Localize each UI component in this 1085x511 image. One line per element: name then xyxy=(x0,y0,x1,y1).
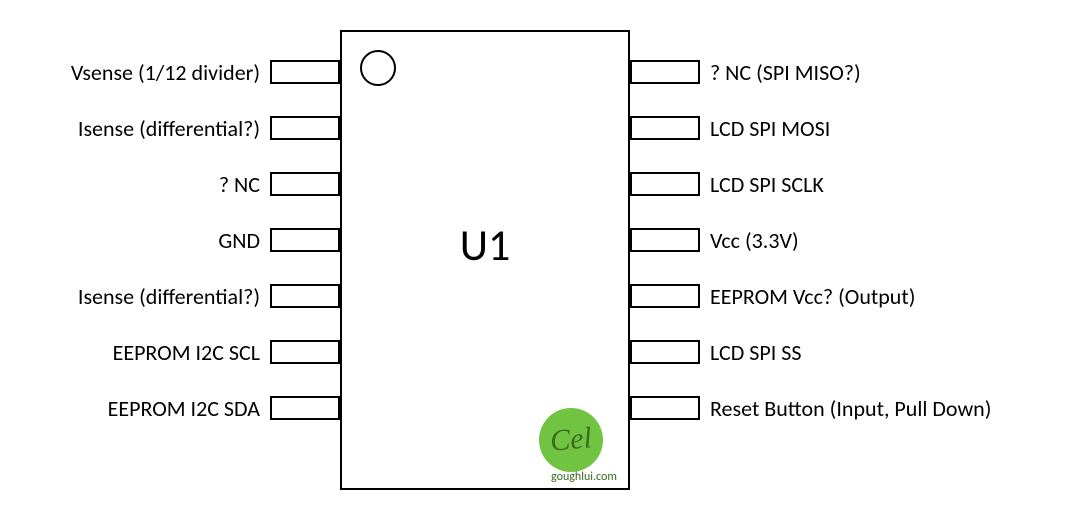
pin-right-5-label: EEPROM Vcc? (Output) xyxy=(710,283,915,310)
pin-right-7 xyxy=(630,396,700,420)
pin-left-7 xyxy=(270,396,340,420)
pin-left-1-label: Vsense (1/12 divider) xyxy=(71,59,260,86)
pin-left-5-label: Isense (differential?) xyxy=(78,283,260,310)
pin-right-1 xyxy=(630,60,700,84)
pin-left-5 xyxy=(270,284,340,308)
watermark-text: Cel xyxy=(549,421,593,459)
pin-right-1-label: ? NC (SPI MISO?) xyxy=(710,59,861,86)
pin-left-7-label: EEPROM I2C SDA xyxy=(108,395,260,422)
pin-right-7-label: Reset Button (Input, Pull Down) xyxy=(710,395,991,422)
pin-right-5 xyxy=(630,284,700,308)
pin-right-3 xyxy=(630,172,700,196)
pin-right-4 xyxy=(630,228,700,252)
pin-left-3 xyxy=(270,172,340,196)
pin-left-2-label: Isense (differential?) xyxy=(78,115,260,142)
watermark-url: goughlui.com xyxy=(551,470,617,484)
pin-right-2-label: LCD SPI MOSI xyxy=(710,115,830,142)
diagram-stage: U1 Vsense (1/12 divider) ? NC (SPI MISO?) I… xyxy=(0,0,1085,511)
pin-left-4-label: GND xyxy=(218,227,260,254)
pin-left-6 xyxy=(270,340,340,364)
pin-right-3-label: LCD SPI SCLK xyxy=(710,171,824,198)
pin1-marker-icon xyxy=(360,50,396,86)
pin-left-6-label: EEPROM I2C SCL xyxy=(113,339,260,366)
pin-right-4-label: Vcc (3.3V) xyxy=(710,227,799,254)
pin-right-6 xyxy=(630,340,700,364)
pin-left-4 xyxy=(270,228,340,252)
chip-refdes: U1 xyxy=(460,218,511,272)
pin-right-6-label: LCD SPI SS xyxy=(710,339,801,366)
pin-right-2 xyxy=(630,116,700,140)
pin-left-3-label: ? NC xyxy=(219,171,260,198)
pin-left-2 xyxy=(270,116,340,140)
pin-left-1 xyxy=(270,60,340,84)
